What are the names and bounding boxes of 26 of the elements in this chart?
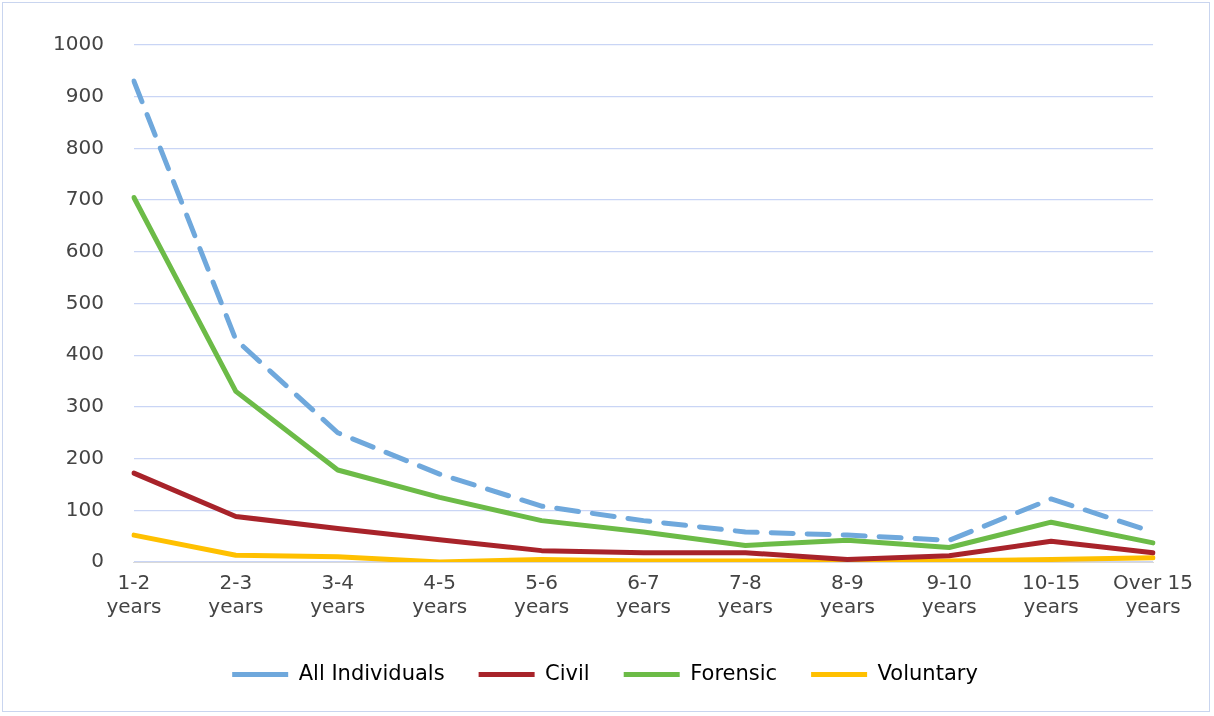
y-tick-label: 700 <box>65 186 104 211</box>
x-tick-label: 6-7 years <box>615 570 671 619</box>
y-tick-label: 600 <box>65 238 104 262</box>
x-tick-label: 5-6 years <box>514 570 570 619</box>
x-tick-label: Over 15 years <box>1113 570 1193 619</box>
y-tick-label: 0 <box>91 548 104 573</box>
y-tick-label: 500 <box>65 289 104 314</box>
legend-label: All Individuals <box>298 660 445 685</box>
x-tick-label: 7-8 years <box>717 570 773 619</box>
x-tick-label: 10-15 years <box>1022 570 1081 619</box>
y-tick-label: 300 <box>65 393 104 418</box>
legend-label: Forensic <box>690 660 778 685</box>
legend-label: Civil <box>545 660 590 685</box>
y-tick-label: 1000 <box>52 31 104 56</box>
x-tick-label: 3-4 years <box>310 570 366 619</box>
x-tick-label: 2-3 years <box>208 570 264 619</box>
x-tick-label: 4-5 years <box>412 570 468 619</box>
y-tick-label: 400 <box>65 341 104 366</box>
y-tick-label: 200 <box>65 444 104 469</box>
x-tick-label: 8-9 years <box>819 570 875 619</box>
legend-label: Voluntary <box>877 660 978 685</box>
x-tick-label: 1-2 years <box>106 570 162 619</box>
y-tick-label: 100 <box>65 496 104 521</box>
y-tick-label: 900 <box>65 82 104 107</box>
x-tick-label: 9-10 years <box>921 570 977 619</box>
y-tick-label: 800 <box>65 134 104 159</box>
